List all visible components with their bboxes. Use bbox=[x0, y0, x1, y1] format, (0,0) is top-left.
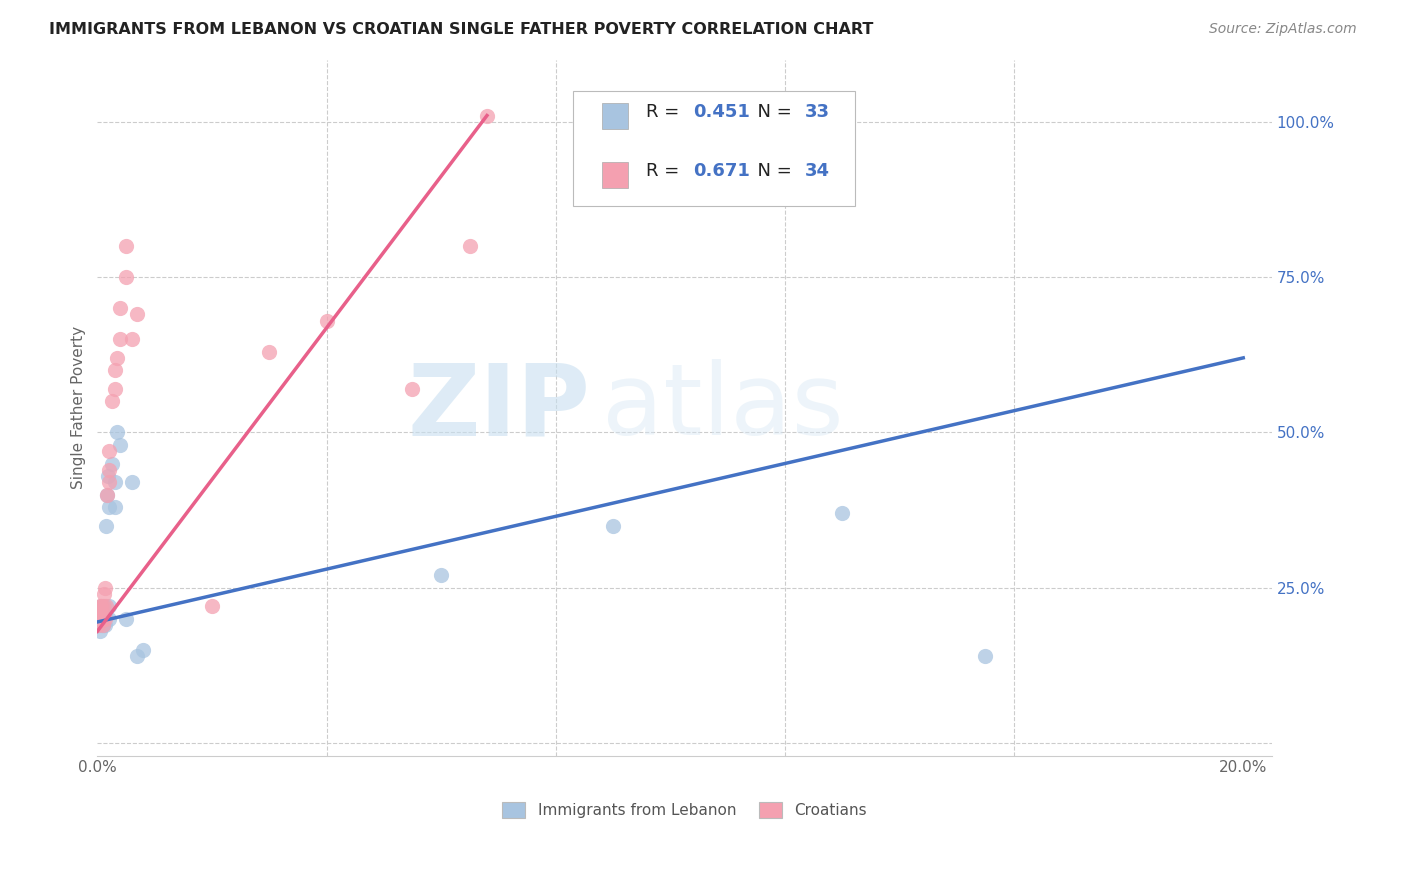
Point bbox=[90, 618, 112, 632]
Point bbox=[974, 649, 997, 664]
Text: 0.671: 0.671 bbox=[693, 162, 749, 180]
Point bbox=[97, 500, 120, 514]
Text: atlas: atlas bbox=[602, 359, 844, 456]
Point bbox=[401, 382, 423, 396]
Point bbox=[103, 363, 125, 377]
Point bbox=[602, 518, 624, 533]
Point bbox=[87, 618, 110, 632]
Point bbox=[94, 599, 117, 614]
Point bbox=[97, 475, 120, 490]
Point bbox=[91, 612, 114, 626]
Point bbox=[89, 599, 111, 614]
Point bbox=[91, 612, 114, 626]
Text: 34: 34 bbox=[804, 162, 830, 180]
Point bbox=[87, 606, 110, 620]
Point bbox=[132, 643, 155, 657]
Point bbox=[91, 599, 114, 614]
Point bbox=[115, 270, 138, 285]
Y-axis label: Single Father Poverty: Single Father Poverty bbox=[72, 326, 86, 489]
Point bbox=[103, 382, 125, 396]
FancyBboxPatch shape bbox=[574, 91, 855, 206]
Point bbox=[89, 606, 111, 620]
Text: ZIP: ZIP bbox=[408, 359, 591, 456]
Point bbox=[91, 612, 114, 626]
Point bbox=[201, 599, 224, 614]
Point bbox=[103, 500, 125, 514]
Point bbox=[90, 606, 112, 620]
Point bbox=[97, 444, 120, 458]
Text: R =: R = bbox=[645, 162, 685, 180]
Point bbox=[315, 313, 337, 327]
Point bbox=[97, 599, 120, 614]
Point bbox=[94, 606, 117, 620]
Point bbox=[90, 599, 112, 614]
FancyBboxPatch shape bbox=[602, 162, 628, 188]
Point bbox=[94, 612, 117, 626]
Point bbox=[90, 612, 112, 626]
Point bbox=[121, 475, 143, 490]
Point bbox=[831, 506, 853, 520]
Point bbox=[96, 487, 118, 501]
Point bbox=[93, 599, 115, 614]
Point bbox=[91, 618, 114, 632]
Point bbox=[430, 568, 453, 582]
Point bbox=[121, 332, 143, 346]
Point bbox=[94, 518, 117, 533]
Point bbox=[97, 463, 120, 477]
Point bbox=[100, 457, 122, 471]
Text: Source: ZipAtlas.com: Source: ZipAtlas.com bbox=[1209, 22, 1357, 37]
Point bbox=[110, 301, 132, 315]
Point bbox=[90, 599, 112, 614]
Point bbox=[110, 332, 132, 346]
Point bbox=[97, 612, 120, 626]
Point bbox=[90, 606, 112, 620]
Point bbox=[107, 425, 129, 440]
Point bbox=[257, 344, 280, 359]
Point bbox=[94, 618, 117, 632]
Point bbox=[103, 475, 125, 490]
Legend: Immigrants from Lebanon, Croatians: Immigrants from Lebanon, Croatians bbox=[496, 797, 873, 824]
Point bbox=[89, 624, 111, 639]
Text: R =: R = bbox=[645, 103, 685, 120]
Text: 0.451: 0.451 bbox=[693, 103, 749, 120]
Point bbox=[458, 239, 481, 253]
Point bbox=[475, 109, 498, 123]
Point bbox=[115, 612, 138, 626]
Point bbox=[115, 239, 138, 253]
FancyBboxPatch shape bbox=[602, 103, 628, 129]
Point bbox=[96, 487, 118, 501]
Point bbox=[107, 351, 129, 365]
Point bbox=[110, 438, 132, 452]
Point bbox=[94, 581, 117, 595]
Point bbox=[87, 618, 110, 632]
Text: 33: 33 bbox=[804, 103, 830, 120]
Point bbox=[89, 612, 111, 626]
Point bbox=[97, 469, 120, 483]
Point bbox=[127, 307, 149, 321]
Point bbox=[87, 612, 110, 626]
Point bbox=[100, 394, 122, 409]
Text: N =: N = bbox=[745, 162, 797, 180]
Point bbox=[90, 612, 112, 626]
Point bbox=[91, 618, 114, 632]
Point bbox=[93, 587, 115, 601]
Text: IMMIGRANTS FROM LEBANON VS CROATIAN SINGLE FATHER POVERTY CORRELATION CHART: IMMIGRANTS FROM LEBANON VS CROATIAN SING… bbox=[49, 22, 873, 37]
Point bbox=[127, 649, 149, 664]
Text: N =: N = bbox=[745, 103, 797, 120]
